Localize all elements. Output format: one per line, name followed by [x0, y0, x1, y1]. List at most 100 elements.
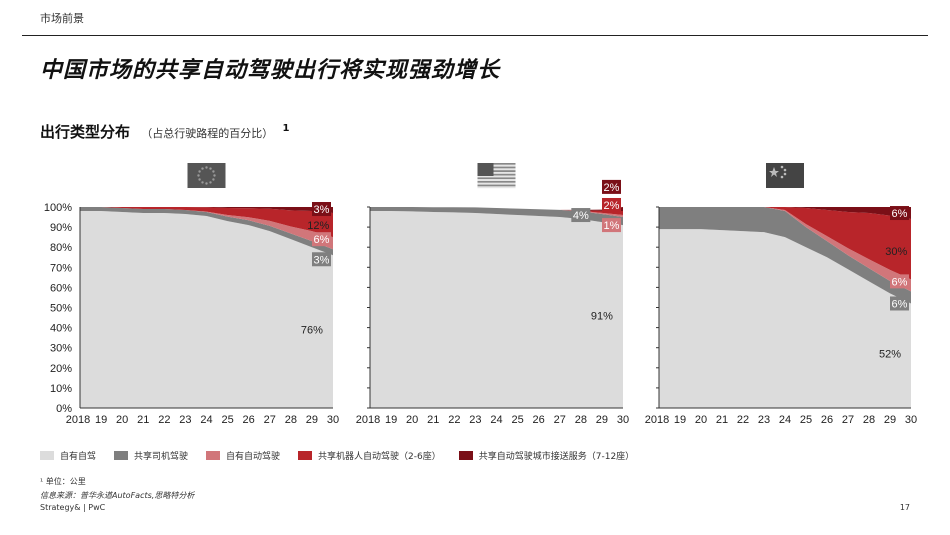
- data-label-text: 6%: [892, 298, 908, 310]
- area-shared-manual: [659, 207, 911, 304]
- x-tick-label: 20: [695, 414, 707, 426]
- legend-swatch: [114, 451, 129, 460]
- data-label: 4%: [571, 208, 591, 223]
- data-label: 76%: [301, 325, 323, 337]
- legend: 自有自驾 共享司机驾驶 自有自动驾驶 共享机器人自动驾驶（2-6座） 共享自动驾…: [40, 449, 634, 462]
- chart-panel-us: 2018 19 20 21 22 23 24 25 26 27 28 29 30 2% 2% 1% 4% 91%: [356, 163, 629, 426]
- legend-label: 自有自驾: [60, 452, 97, 462]
- x-tick-label: 24: [490, 414, 502, 426]
- legend-swatch: [206, 451, 221, 460]
- x-tick-label: 27: [842, 414, 854, 426]
- data-label-text: 1%: [604, 220, 620, 232]
- data-label-box: [890, 296, 909, 311]
- subtitle-footnote-marker: 1: [282, 123, 290, 134]
- x-tick-label: 24: [200, 414, 212, 426]
- data-label-text: 2%: [604, 182, 620, 194]
- y-tick-label: 50%: [50, 303, 72, 315]
- area-shared-auto-large: [370, 207, 623, 212]
- area-own-auto: [80, 207, 333, 250]
- x-tick-label: 30: [327, 414, 339, 426]
- x-tick-label: 20: [406, 414, 418, 426]
- area-own-drive: [80, 211, 333, 408]
- legend-label: 共享机器人自动驾驶（2-6座）: [318, 452, 441, 462]
- footnote-brand: Strategy& | PwC: [40, 503, 106, 512]
- x-tick-label: 2018: [645, 414, 669, 426]
- page-title: 中国市场的共享自动驾驶出行将实现强劲增长: [40, 58, 501, 83]
- page-number: 17: [899, 503, 910, 512]
- data-label-text: 6%: [892, 276, 908, 288]
- data-label: 6%: [890, 206, 909, 221]
- legend-swatch: [298, 451, 313, 460]
- y-tick-label: 80%: [50, 242, 72, 254]
- data-label-text: 3%: [314, 254, 330, 266]
- subtitle-note: （占总行驶路程的百分比）: [141, 127, 274, 140]
- data-label-box: [571, 208, 591, 223]
- data-label-text: 12%: [307, 220, 329, 232]
- legend-item-own-auto: 自有自动驾驶: [206, 449, 280, 462]
- y-tick-label: 10%: [50, 383, 72, 395]
- x-tick-label: 27: [264, 414, 276, 426]
- footnote-unit: ¹ 单位：公里: [40, 477, 86, 486]
- x-tick-label: 28: [575, 414, 587, 426]
- data-label: 52%: [879, 349, 901, 361]
- data-label-text: 4%: [573, 210, 589, 222]
- data-label-text: 91%: [591, 311, 613, 323]
- footnote-source: 信息来源：普华永道AutoFacts,思略特分析: [40, 491, 195, 500]
- area-shared-auto-small: [80, 207, 333, 238]
- y-tick-label: 40%: [50, 323, 72, 335]
- area-own-drive: [659, 229, 911, 408]
- area-shared-manual: [370, 207, 623, 226]
- legend-label: 共享自动驾驶城市接送服务（7-12座）: [478, 452, 635, 462]
- data-label-text: 3%: [314, 204, 330, 216]
- data-label: 2%: [602, 197, 621, 212]
- data-label: 3%: [312, 252, 331, 267]
- x-tick-label: 23: [179, 414, 191, 426]
- section-label: 市场前景: [40, 12, 84, 25]
- chart-panel-eu: 2018 19 20 21 22 23 24 25 26 27 28 29 30 100% 90% 80% 70…: [44, 163, 339, 426]
- x-tick-label: 22: [158, 414, 170, 426]
- x-tick-label: 20: [116, 414, 128, 426]
- cn-flag-icon: [766, 163, 804, 188]
- data-label-text: 2%: [604, 200, 620, 212]
- x-tick-label: 29: [306, 414, 318, 426]
- x-tick-label: 26: [821, 414, 833, 426]
- data-label-text: 6%: [314, 234, 330, 246]
- x-tick-label: 2018: [66, 414, 90, 426]
- x-tick-label: 23: [469, 414, 481, 426]
- x-tick-label: 29: [596, 414, 608, 426]
- data-label-box: [890, 206, 909, 221]
- data-label: 2%: [602, 179, 621, 194]
- area-shared-manual: [80, 207, 333, 256]
- y-tick-label: 100%: [44, 202, 72, 214]
- x-tick-label: 2018: [356, 414, 380, 426]
- subtitle-text: 出行类型分布: [40, 123, 131, 141]
- area-shared-auto-large: [659, 207, 911, 220]
- y-tick-label: 90%: [50, 222, 72, 234]
- data-label-text: 6%: [892, 208, 908, 220]
- area-shared-auto-large: [80, 207, 333, 214]
- x-tick-label: 23: [758, 414, 770, 426]
- y-tick-label: 0%: [56, 403, 72, 415]
- chart-panel-cn: 2018 19 20 21 22 23 24 25 26 27 28 29 30 6% 30% 6% 6% 52%: [645, 163, 917, 426]
- x-tick-label: 25: [800, 414, 812, 426]
- x-tick-label: 21: [716, 414, 728, 426]
- y-tick-label: 30%: [50, 343, 72, 355]
- x-tick-label: 27: [554, 414, 566, 426]
- data-label-box: [312, 252, 331, 267]
- data-label-box: [312, 202, 331, 217]
- data-label-text: 30%: [885, 246, 907, 258]
- data-label: 12%: [307, 220, 329, 232]
- x-tick-label: 19: [385, 414, 397, 426]
- data-label-text: 52%: [879, 349, 901, 361]
- legend-item-shared-auto-small: 共享机器人自动驾驶（2-6座）: [298, 449, 441, 462]
- x-tick-label: 28: [285, 414, 297, 426]
- data-label-box: [602, 218, 621, 233]
- legend-item-shared-manual: 共享司机驾驶: [114, 449, 188, 462]
- data-label: 1%: [602, 218, 621, 233]
- area-shared-auto-small: [659, 207, 911, 280]
- us-flag-icon: [477, 163, 516, 189]
- y-tick-label: 70%: [50, 262, 72, 274]
- y-tick-label: 60%: [50, 282, 72, 294]
- x-tick-label: 26: [243, 414, 255, 426]
